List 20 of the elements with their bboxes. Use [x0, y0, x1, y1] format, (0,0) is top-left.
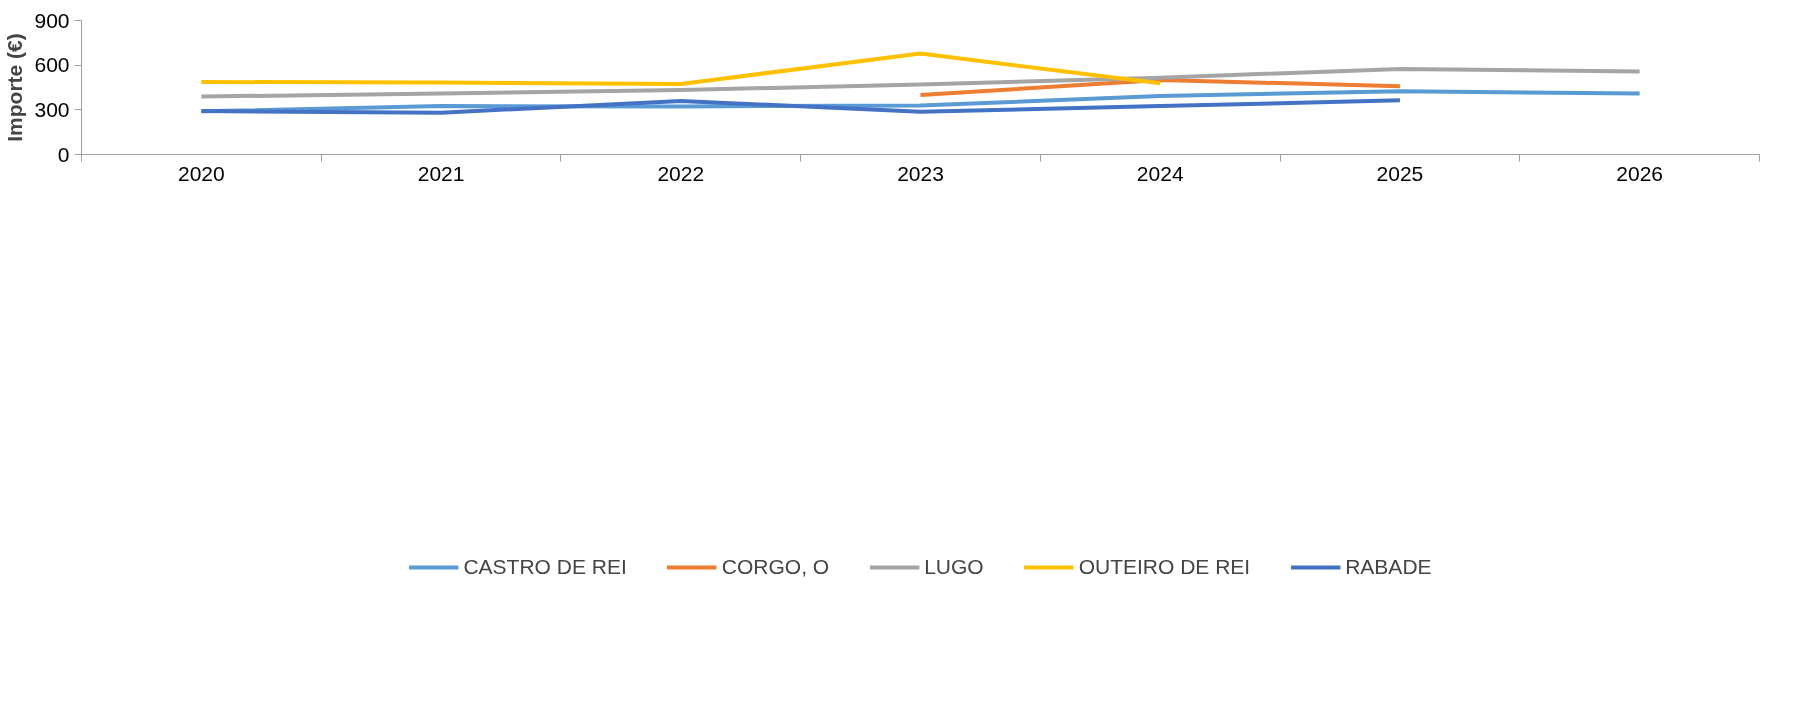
- x-tick-label: 2025: [1376, 161, 1424, 185]
- x-tick-label: 2024: [1136, 161, 1184, 185]
- legend-label: CASTRO DE REI: [463, 555, 627, 579]
- x-tick-label: 2020: [178, 161, 225, 185]
- x-tick-label: 2021: [417, 161, 465, 185]
- y-tick-label: 0: [57, 142, 70, 166]
- x-tick-label: 2023: [897, 161, 944, 185]
- x-tick-label: 2026: [1616, 161, 1663, 185]
- x-tick-label: 2022: [657, 161, 705, 185]
- y-tick-label: 300: [34, 97, 70, 121]
- line-series: [199, 98, 1402, 115]
- y-tick-label: 900: [34, 8, 70, 32]
- legend-label: RABADE: [1345, 555, 1432, 579]
- y-tick-label: 600: [34, 53, 70, 77]
- legend-label: OUTEIRO DE REI: [1078, 555, 1251, 579]
- legend-label: LUGO: [924, 555, 984, 579]
- line-series: [199, 51, 1163, 86]
- line-series: [199, 66, 1642, 99]
- legend-label: CORGO, O: [721, 555, 830, 579]
- y-axis-title: Importe (€): [3, 33, 27, 142]
